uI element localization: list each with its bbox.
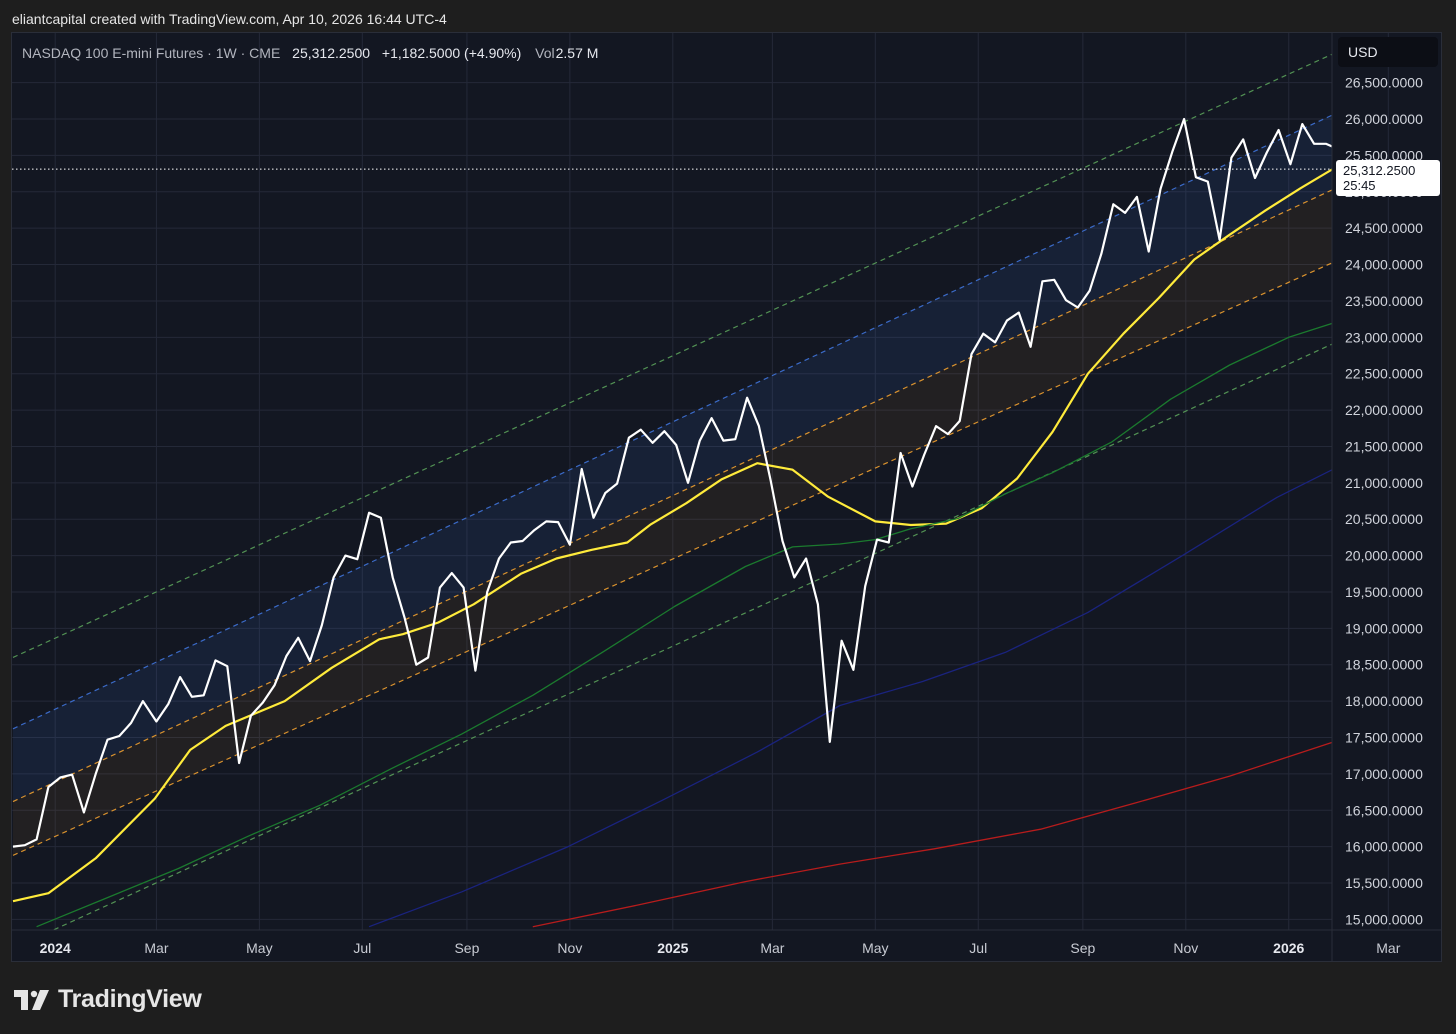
x-tick-label: Sep [1070,940,1095,956]
price-change: +1,182.5000 (+4.90%) [381,45,522,61]
x-tick-label: Mar [1376,940,1400,956]
volume-label: Vol [535,45,555,61]
currency-selector[interactable]: USD [1338,37,1438,67]
symbol-title[interactable]: NASDAQ 100 E-mini Futures · 1W · CME [22,45,281,61]
x-tick-label: Mar [144,940,168,956]
series-ma_red [532,741,1332,928]
y-tick-label: 26,500.0000 [1345,75,1423,91]
channel-line-orange-dashed-bottom [12,262,1332,856]
x-tick-label: May [246,940,272,956]
channel-line-orange-dashed-top [12,189,1332,803]
x-tick-label: Jul [353,940,371,956]
y-tick-label: 21,000.0000 [1345,475,1423,491]
y-tick-label: 23,000.0000 [1345,329,1423,345]
x-tick-label: May [862,940,888,956]
y-tick-label: 25,500.0000 [1345,147,1423,163]
y-tick-label: 26,000.0000 [1345,111,1423,127]
y-tick-label: 20,500.0000 [1345,511,1423,527]
y-tick-label: 18,000.0000 [1345,693,1423,709]
channel-lines [12,53,1332,930]
grid [12,33,1389,930]
chart-frame[interactable]: 15,000.0000 15,500.0000 16,000.0000 16,500.… [11,32,1442,962]
y-tick-label: 15,000.0000 [1345,911,1423,927]
y-tick-label: 22,500.0000 [1345,366,1423,382]
brand-name: TradingView [58,985,202,1013]
time-axis[interactable]: 2024 Mar May Jul Sep Nov 2025 Mar May Jul Sep Nov 20… [12,929,1442,956]
y-tick-label: 18,500.0000 [1345,657,1423,673]
blue-band [13,115,1332,802]
x-tick-label: Mar [760,940,784,956]
tradingview-brand[interactable]: TradingView [14,985,202,1014]
y-tick-label: 16,000.0000 [1345,839,1423,855]
symbol-legend[interactable]: NASDAQ 100 E-mini Futures · 1W · CME 25,… [22,45,598,61]
volume-value: 2.57 M [555,45,599,61]
x-tick-label: Nov [557,940,582,956]
x-tick-label: Jul [969,940,987,956]
channel-line-lower-green-dashed [51,343,1332,930]
channel-bands [13,115,1332,856]
y-tick-label: 19,000.0000 [1345,620,1423,636]
chart-credit: eliantcapital created with TradingView.c… [12,11,447,27]
y-tick-label: 16,500.0000 [1345,802,1423,818]
price-chart[interactable]: 15,000.0000 15,500.0000 16,000.0000 16,500.… [12,33,1442,962]
last-price-label: 25,312.2500 25:45 [1336,160,1440,196]
y-tick-label: 15,500.0000 [1345,875,1423,891]
y-tick-label: 20,000.0000 [1345,548,1423,564]
channel-line-upper-blue-dashed [12,114,1332,730]
series-ma_blue [368,469,1332,928]
channel-line-upper-green-dashed [12,53,1332,659]
bar-countdown: 25:45 [1343,178,1376,193]
x-tick-label: 2025 [657,940,688,956]
series-price [12,117,1332,848]
series-ma_green [36,322,1332,928]
y-tick-label: 21,500.0000 [1345,438,1423,454]
y-tick-label: 23,500.0000 [1345,293,1423,309]
y-tick-label: 22,000.0000 [1345,402,1423,418]
x-tick-label: Nov [1173,940,1198,956]
last-price-label-value: 25,312.2500 [1343,163,1416,178]
y-tick-label: 24,000.0000 [1345,257,1423,273]
last-price: 25,312.2500 [292,45,371,61]
moving-averages [12,168,1332,928]
x-tick-label: 2024 [40,940,71,956]
y-tick-label: 24,500.0000 [1345,220,1423,236]
series-ma_yellow [12,168,1332,903]
orange-band [13,189,1332,856]
tradingview-logo-icon [14,989,49,1010]
price-series [12,117,1332,848]
y-tick-label: 17,000.0000 [1345,766,1423,782]
x-tick-label: Sep [454,940,479,956]
y-tick-label: 17,500.0000 [1345,730,1423,746]
y-tick-label: 19,500.0000 [1345,584,1423,600]
x-tick-label: 2026 [1273,940,1304,956]
